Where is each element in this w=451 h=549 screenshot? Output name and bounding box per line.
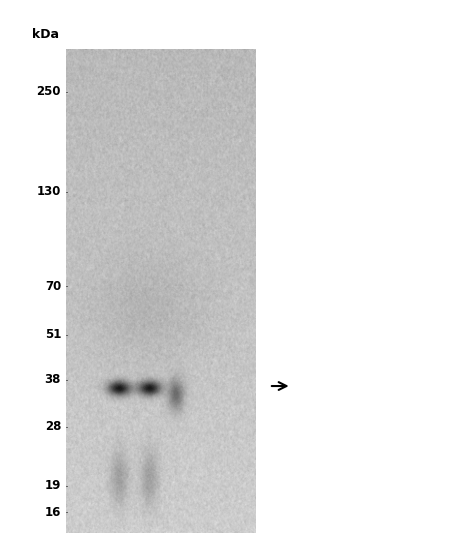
Text: kDa: kDa <box>32 28 59 41</box>
Text: 250: 250 <box>37 85 61 98</box>
Text: 28: 28 <box>45 420 61 433</box>
Text: 130: 130 <box>37 186 61 198</box>
Text: 16: 16 <box>45 506 61 519</box>
Text: 19: 19 <box>45 479 61 492</box>
Text: 51: 51 <box>45 328 61 341</box>
Text: 38: 38 <box>45 373 61 386</box>
Text: 70: 70 <box>45 280 61 293</box>
